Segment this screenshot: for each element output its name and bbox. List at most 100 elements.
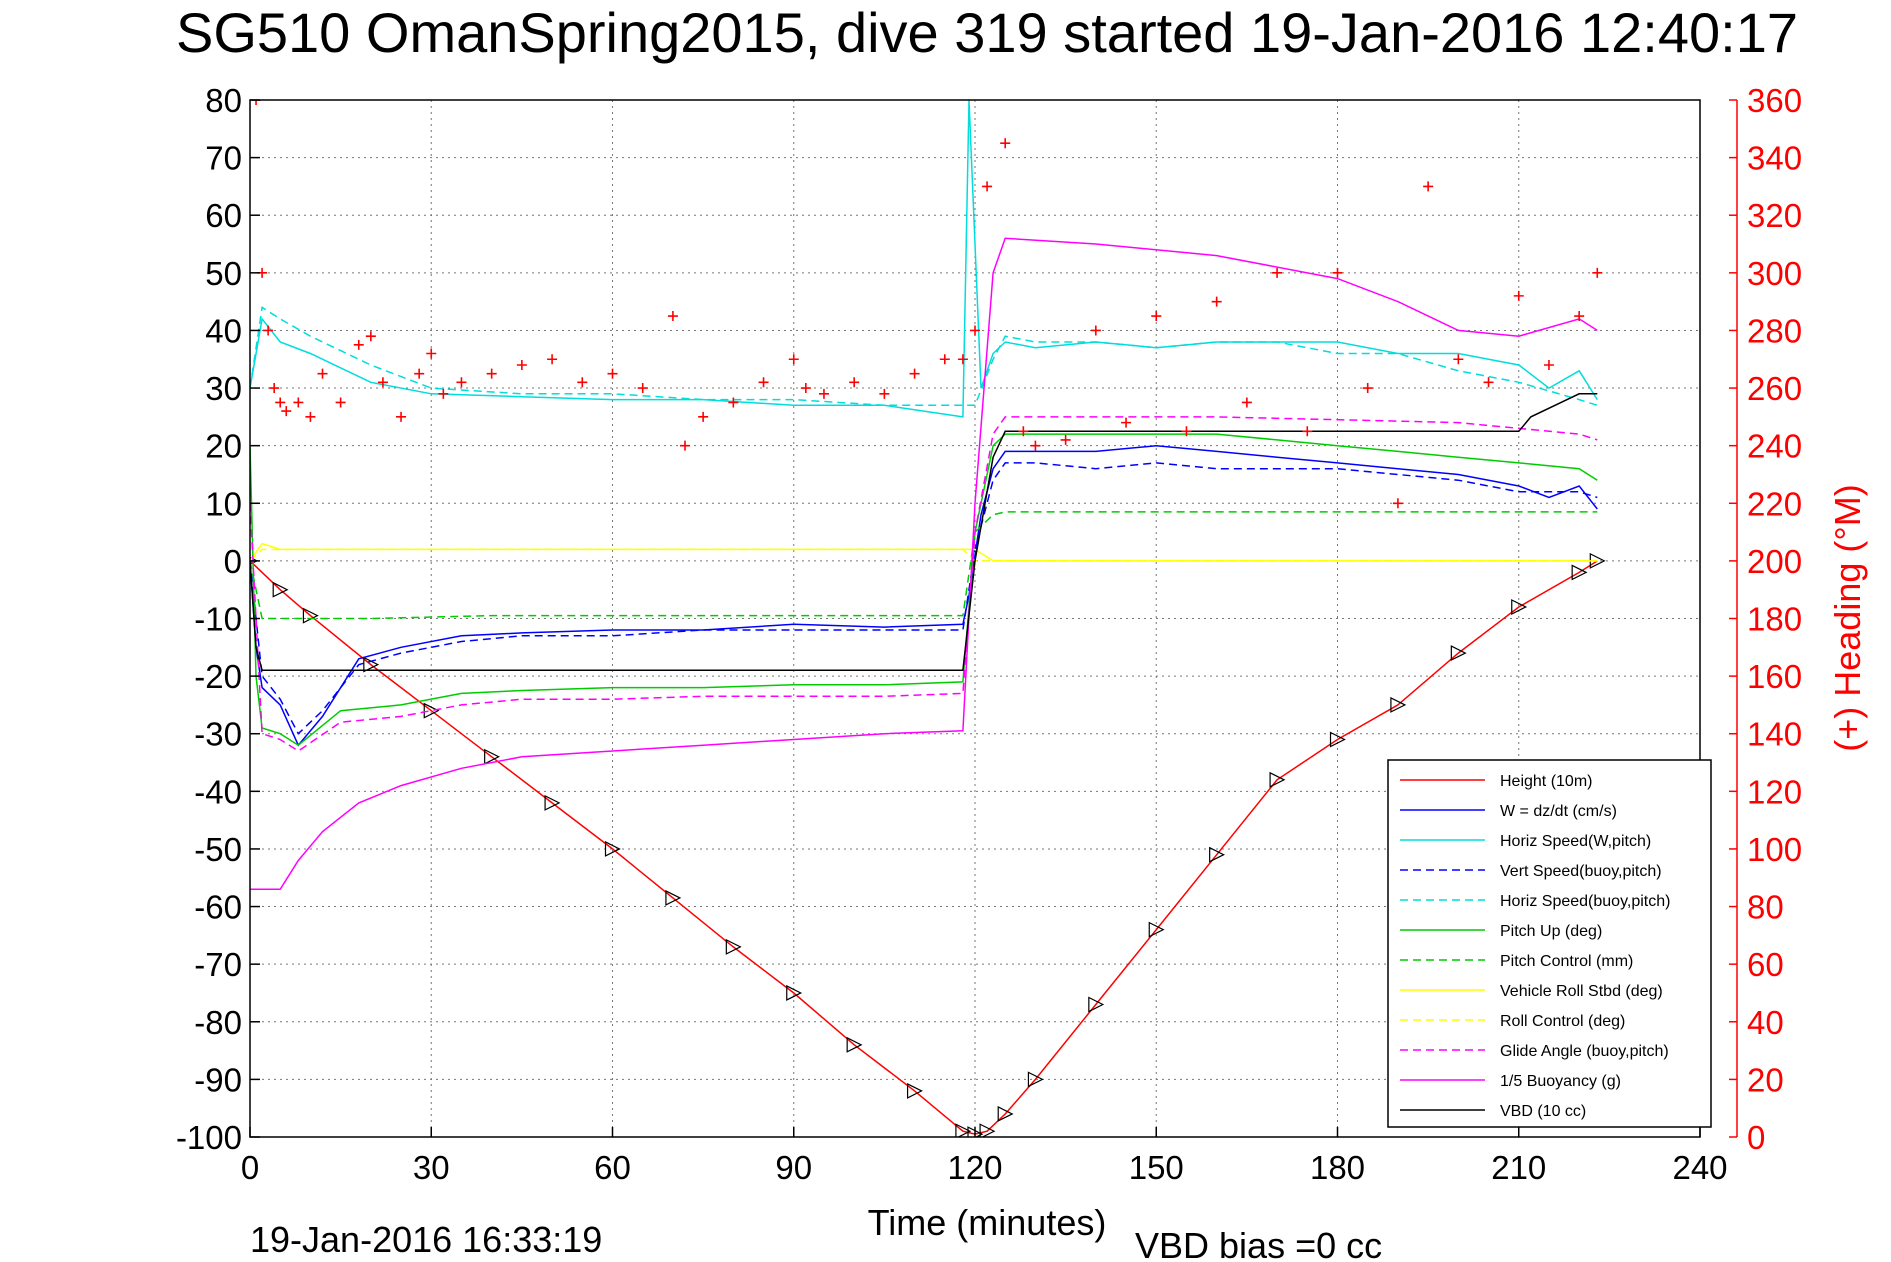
heading-marker — [1000, 138, 1011, 149]
dive-marker — [1148, 921, 1165, 938]
heading-marker — [426, 348, 437, 359]
legend-label: Height (10m) — [1500, 773, 1592, 790]
heading-marker — [516, 360, 527, 371]
heading-marker — [939, 354, 950, 365]
x-tick-label: 60 — [594, 1149, 631, 1186]
legend-label: Vehicle Roll Stbd (deg) — [1500, 983, 1663, 1000]
heading-marker — [1018, 426, 1029, 437]
heading-marker — [1060, 434, 1071, 445]
series-height-10m — [250, 560, 1598, 1135]
y-axis-left: 80 70 60 50 40 30 20 10 0 -10 -20 -30 -40 -50 -60 -70 -8… — [176, 82, 260, 1156]
legend-label: Pitch Control (mm) — [1500, 953, 1633, 970]
x-tick-label: 120 — [947, 1149, 1002, 1186]
dive-marker — [979, 1123, 996, 1137]
heading-marker — [788, 354, 799, 365]
dive-marker — [1511, 599, 1528, 615]
heading-marker — [293, 397, 304, 408]
series-layer — [250, 100, 1606, 1137]
heading-marker — [637, 383, 648, 394]
heading-marker — [1453, 354, 1464, 365]
x-tick-label: 240 — [1672, 1149, 1727, 1186]
y2-tick-label: 280 — [1747, 312, 1802, 349]
dive-marker — [1390, 696, 1407, 713]
heading-marker — [758, 377, 769, 388]
series-glide-angle-buoy-pitch — [250, 416, 1598, 752]
heading-marker — [263, 325, 274, 336]
heading-marker — [957, 354, 968, 365]
heading-marker — [849, 377, 860, 388]
y2-tick-label: 160 — [1747, 658, 1802, 695]
heading-marker — [1483, 377, 1494, 388]
x-tick-label: 210 — [1491, 1149, 1546, 1186]
heading-marker — [305, 411, 316, 422]
y-tick-label: -60 — [194, 889, 242, 926]
y2-tick-label: 320 — [1747, 197, 1802, 234]
heading-marker — [1090, 325, 1101, 336]
heading-marker — [982, 181, 993, 192]
legend: Height (10m) W = dz/dt (cm/s) Horiz Speed(… — [1387, 759, 1712, 1128]
heading-marker — [970, 325, 980, 336]
y2-tick-label: 80 — [1747, 889, 1784, 926]
heading-marker — [414, 368, 425, 379]
x-axis: 0 30 60 90 120 150 180 210 240 — [241, 1127, 1728, 1186]
footer-timestamp: 19-Jan-2016 16:33:19 — [250, 1219, 602, 1260]
dive-marker — [1329, 731, 1346, 748]
y2-tick-label: 340 — [1747, 140, 1802, 177]
dive-marker — [846, 1036, 863, 1053]
x-tick-label: 180 — [1310, 1149, 1365, 1186]
heading-marker — [1181, 426, 1192, 437]
series-w-dz-dt-cm-s — [250, 444, 1598, 747]
heading-marker — [728, 397, 739, 408]
y-tick-label: 10 — [205, 485, 242, 522]
heading-marker — [1513, 290, 1524, 301]
series-vert-speed-buoy-pitch — [250, 462, 1598, 735]
heading-marker — [1362, 383, 1373, 394]
y-tick-label: 80 — [205, 82, 242, 119]
legend-label: VBD (10 cc) — [1500, 1103, 1586, 1120]
dive-marker — [544, 794, 561, 811]
heading-marker — [879, 388, 890, 399]
heading-marker — [1151, 311, 1162, 322]
heading-marker — [909, 368, 920, 379]
y-tick-label: 40 — [205, 312, 242, 349]
y-tick-label: 70 — [205, 140, 242, 177]
y-tick-label: -10 — [194, 601, 242, 638]
y2-tick-label: 200 — [1747, 543, 1802, 580]
y2-tick-label: 300 — [1747, 255, 1802, 292]
legend-box — [1387, 759, 1712, 1128]
dive-marker — [665, 889, 682, 906]
y-tick-label: 0 — [224, 543, 242, 580]
x-tick-label: 30 — [413, 1149, 450, 1186]
y-tick-label: -30 — [194, 716, 242, 753]
dive-marker — [484, 748, 501, 765]
series-horiz-speed-w-pitch — [250, 100, 1598, 418]
footer-vbd-bias: VBD bias =0 cc — [1135, 1225, 1382, 1262]
y2-tick-label: 40 — [1747, 1004, 1784, 1041]
x-tick-label: 90 — [775, 1149, 812, 1186]
dive-marker — [423, 702, 440, 719]
x-axis-label: Time (minutes) — [868, 1202, 1107, 1243]
chart-title: SG510 OmanSpring2015, dive 319 started 1… — [176, 1, 1798, 64]
heading-marker — [547, 354, 558, 365]
y-tick-label: 20 — [205, 428, 242, 465]
legend-label: Vert Speed(buoy,pitch) — [1500, 863, 1662, 880]
heading-marker — [1423, 181, 1434, 192]
legend-label: Horiz Speed(W,pitch) — [1500, 833, 1651, 850]
heading-marker — [800, 383, 811, 394]
heading-marker — [438, 388, 449, 399]
heading-marker — [1302, 426, 1313, 437]
heading-marker — [1121, 417, 1132, 428]
series-1-5-buoyancy-g — [250, 237, 1598, 891]
series-heading — [251, 100, 1603, 509]
dive-marker — [604, 840, 621, 857]
x-tick-label: 150 — [1129, 1149, 1184, 1186]
heading-marker — [486, 368, 497, 379]
heading-marker — [577, 377, 588, 388]
heading-marker — [818, 388, 829, 399]
y-tick-label: 60 — [205, 197, 242, 234]
y2-tick-label: 20 — [1747, 1061, 1784, 1098]
heading-marker — [456, 377, 467, 388]
dive-marker — [786, 985, 803, 1001]
y-tick-label: 50 — [205, 255, 242, 292]
